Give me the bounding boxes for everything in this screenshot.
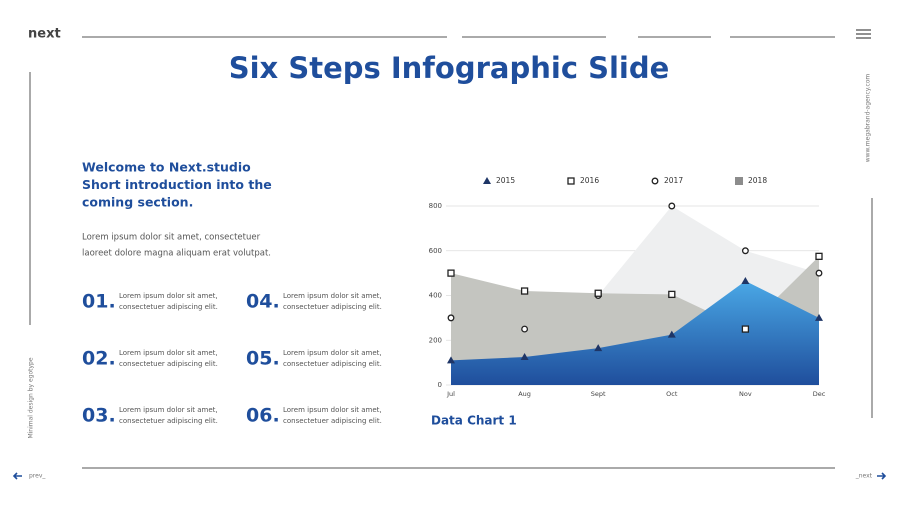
x-tick-label: Oct <box>666 390 678 398</box>
slide-title: Six Steps Infographic Slide <box>229 51 670 85</box>
content: Welcome to Next.studio Short introduction… <box>82 160 826 428</box>
intro-body: Lorem ipsum dolor sit amet, consectetuer <box>82 233 261 243</box>
step-text: consectetuer adipiscing elit. <box>119 303 218 311</box>
legend-label: 2016 <box>580 176 599 185</box>
step-text: Lorem ipsum dolor sit amet, <box>119 292 218 300</box>
step-text: consectetuer adipiscing elit. <box>119 360 218 368</box>
step-text: Lorem ipsum dolor sit amet, <box>119 406 218 414</box>
step-text: consectetuer adipiscing elit. <box>119 417 218 425</box>
legend-label: 2017 <box>664 176 683 185</box>
marker <box>483 177 491 184</box>
marker <box>447 314 455 322</box>
legend-label: 2018 <box>748 176 767 185</box>
x-tick-label: Jul <box>446 390 455 398</box>
step-number: 01. <box>82 291 116 313</box>
marker <box>741 247 749 255</box>
y-tick-label: 200 <box>429 336 442 344</box>
marker <box>668 290 676 299</box>
menu-icon[interactable] <box>856 29 871 39</box>
marker <box>521 325 529 333</box>
side-text: www.megabrand-agency.com <box>865 74 872 163</box>
x-tick-label: Aug <box>518 390 531 398</box>
brand: next <box>28 27 61 42</box>
area <box>451 280 819 385</box>
marker <box>567 177 575 185</box>
marker <box>815 269 823 277</box>
y-tick-label: 0 <box>438 381 442 389</box>
step-number: 06. <box>246 405 280 427</box>
intro-body: laoreet dolore magna aliquam erat volutp… <box>82 249 271 259</box>
step-text: consectetuer adipiscing elit. <box>283 303 382 311</box>
y-tick-label: 800 <box>429 202 442 210</box>
side-text: Minimal design by egotype <box>28 357 35 438</box>
marker <box>520 287 529 295</box>
y-tick-label: 400 <box>429 292 442 300</box>
marker <box>520 353 529 361</box>
step-text: Lorem ipsum dolor sit amet, <box>283 406 382 414</box>
marker <box>447 269 455 277</box>
step-number: 04. <box>246 291 280 313</box>
marker <box>815 313 823 321</box>
step-text: Lorem ipsum dolor sit amet, <box>283 349 382 357</box>
step-number: 05. <box>246 348 280 370</box>
y-tick-label: 600 <box>429 247 442 255</box>
legend-label: 2015 <box>496 176 515 185</box>
marker <box>815 252 823 260</box>
step-number: 02. <box>82 348 116 370</box>
intro-heading: coming section. <box>82 195 193 210</box>
marker <box>735 177 743 185</box>
nav-label[interactable]: prev_ <box>29 473 46 480</box>
nav-label[interactable]: _next <box>855 473 873 480</box>
step-text: consectetuer adipiscing elit. <box>283 417 382 425</box>
x-tick-label: Dec <box>813 390 826 398</box>
step-text: Lorem ipsum dolor sit amet, <box>283 292 382 300</box>
marker <box>741 276 750 284</box>
marker <box>594 289 602 297</box>
marker <box>667 330 676 338</box>
marker <box>741 325 750 333</box>
chart-title: Data Chart 1 <box>431 414 517 428</box>
marker <box>651 177 659 185</box>
marker <box>594 344 603 352</box>
intro-heading: Welcome to Next.studio <box>82 160 251 175</box>
intro-heading: Short introduction into the <box>82 177 272 192</box>
step-text: Lorem ipsum dolor sit amet, <box>119 349 218 357</box>
x-tick-label: Sept <box>591 390 606 398</box>
marker <box>668 202 676 210</box>
x-tick-label: Nov <box>739 390 752 398</box>
top-lines <box>29 36 873 469</box>
marker <box>447 356 455 364</box>
step-text: consectetuer adipiscing elit. <box>283 360 382 368</box>
step-number: 03. <box>82 405 116 427</box>
nav-next[interactable]: _next <box>855 472 887 480</box>
nav-prev[interactable]: prev_ <box>12 472 46 480</box>
